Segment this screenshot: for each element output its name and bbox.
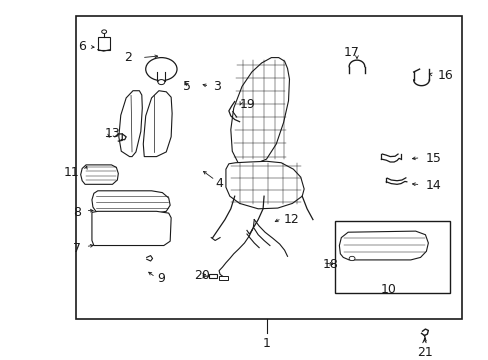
Text: 15: 15: [425, 152, 440, 165]
Text: 1: 1: [262, 337, 270, 350]
Text: 4: 4: [215, 177, 223, 190]
Text: 12: 12: [283, 213, 299, 226]
Polygon shape: [230, 58, 289, 166]
Text: 16: 16: [437, 69, 452, 82]
Circle shape: [348, 256, 354, 261]
Bar: [334, 221, 449, 293]
Text: 20: 20: [194, 269, 210, 282]
Text: 7: 7: [73, 242, 81, 255]
Bar: [219, 276, 227, 280]
Polygon shape: [81, 165, 118, 184]
Polygon shape: [92, 191, 170, 213]
Text: 5: 5: [183, 80, 191, 93]
Text: 13: 13: [105, 127, 121, 140]
Circle shape: [145, 58, 177, 81]
Bar: [76, 16, 461, 319]
Polygon shape: [225, 161, 304, 209]
Polygon shape: [119, 91, 142, 157]
Polygon shape: [92, 211, 171, 246]
Text: 21: 21: [417, 346, 432, 359]
Text: 14: 14: [425, 179, 440, 192]
Text: 6: 6: [78, 40, 85, 53]
Text: 10: 10: [380, 283, 396, 296]
Text: 2: 2: [124, 51, 132, 64]
Bar: [98, 37, 110, 50]
Text: 3: 3: [212, 80, 220, 93]
Text: 17: 17: [344, 46, 359, 59]
Circle shape: [102, 30, 106, 33]
Text: 11: 11: [64, 166, 80, 179]
Text: 8: 8: [73, 206, 81, 219]
Text: 9: 9: [157, 273, 165, 285]
Polygon shape: [339, 231, 427, 260]
Text: 19: 19: [239, 98, 255, 111]
Polygon shape: [143, 91, 172, 157]
Circle shape: [158, 80, 164, 85]
Bar: [209, 274, 216, 278]
Text: 18: 18: [322, 258, 338, 271]
